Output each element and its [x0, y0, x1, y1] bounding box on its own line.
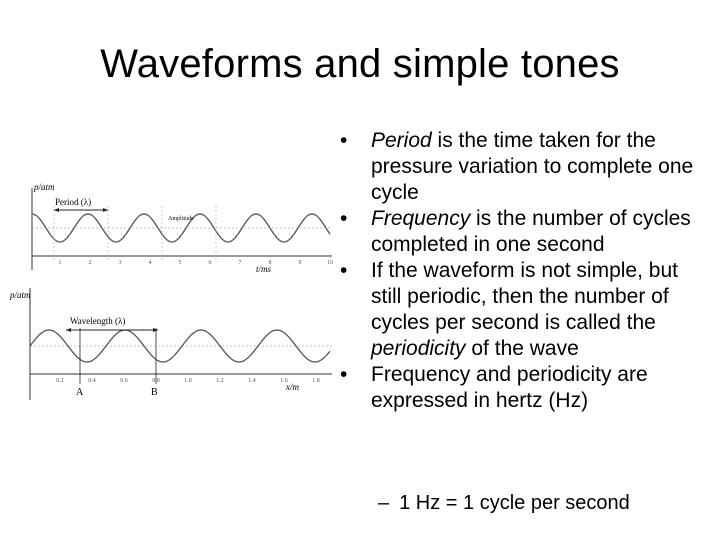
bottom-y-axis-label: p/atm	[9, 290, 31, 300]
period-tick-label: 3	[119, 260, 122, 266]
period-waveform	[31, 213, 331, 243]
wavelength-graph: p/atm x/m Wavelength (λ) 0.2 0.4 0.6 0.8 1.0…	[9, 288, 332, 400]
bottom-x-axis-label: x/m	[285, 382, 299, 392]
top-x-axis-label: t/ms	[256, 264, 272, 274]
wavelength-tick-label: 1.8	[312, 378, 320, 384]
bullet-period: • Period is the time taken for the pressu…	[340, 129, 694, 204]
term-frequency: Frequency	[371, 207, 471, 230]
period-tick-label: 6	[209, 260, 212, 266]
wavelength-tick-label: 0.6	[120, 378, 128, 384]
period-arrow-label: Period (λ)	[55, 197, 91, 207]
period-tick-label: 2	[89, 260, 92, 266]
period-tick-label: 5	[179, 260, 182, 266]
bullet-dot: •	[340, 363, 348, 386]
wavelength-tick-label: 1.6	[280, 378, 288, 384]
wavelength-tick-label: 0.2	[56, 378, 64, 384]
wavelength-tick-label: 0.8	[152, 378, 160, 384]
period-tick-label: 4	[149, 260, 152, 266]
wavelength-arrow-label: Wavelength (λ)	[70, 316, 125, 326]
bullet-hertz: • Frequency and periodicity are expressed…	[340, 363, 648, 412]
wavelength-tick-labels: 0.2 0.4 0.6 0.8 1.0 1.2 1.4 1.6 1.8	[56, 378, 320, 384]
amplitude-label: Amplitude	[168, 216, 194, 222]
point-b-label: B	[151, 387, 158, 398]
period-tick-labels: 1 2 3 4 5 6 7 8 9 10	[59, 260, 334, 266]
period-tick-label: 7	[239, 260, 242, 266]
sub-bullet-text: 1 Hz = 1 cycle per second	[399, 492, 630, 514]
period-graph: p/atm t/ms Period (λ) Amplitude 1 2 3 4 5 6 7 8…	[31, 182, 334, 274]
bullet-frequency: • Frequency is the number of cycles compl…	[340, 207, 691, 256]
bullet-periodicity: • If the waveform is not simple, but stil…	[340, 259, 678, 360]
bullet-dot: •	[340, 207, 348, 230]
bullet-dot: •	[340, 129, 348, 152]
period-tick-label: 9	[299, 260, 302, 266]
period-tick-label: 8	[269, 260, 272, 266]
sub-bullet: –1 Hz = 1 cycle per second	[378, 492, 630, 514]
wavelength-tick-label: 0.4	[88, 378, 96, 384]
term-periodicity: periodicity	[371, 337, 466, 360]
period-tick-label: 10	[327, 260, 333, 266]
term-period: Period	[371, 129, 432, 152]
point-a-label: A	[76, 387, 84, 398]
wavelength-tick-label: 1.0	[184, 378, 192, 384]
period-gridlines	[53, 206, 217, 262]
wavelength-tick-label: 1.2	[216, 378, 224, 384]
period-tick-label: 1	[59, 260, 62, 266]
waveform-figure: p/atm t/ms Period (λ) Amplitude 1 2 3 4 5 6 7 8…	[9, 182, 334, 400]
bullet-list: • Period is the time taken for the pressu…	[336, 128, 706, 414]
bullet-dot: •	[340, 259, 348, 282]
wavelength-tick-label: 1.4	[248, 378, 256, 384]
slide-title: Waveforms and simple tones	[100, 42, 620, 86]
top-y-axis-label: p/atm	[33, 182, 55, 192]
